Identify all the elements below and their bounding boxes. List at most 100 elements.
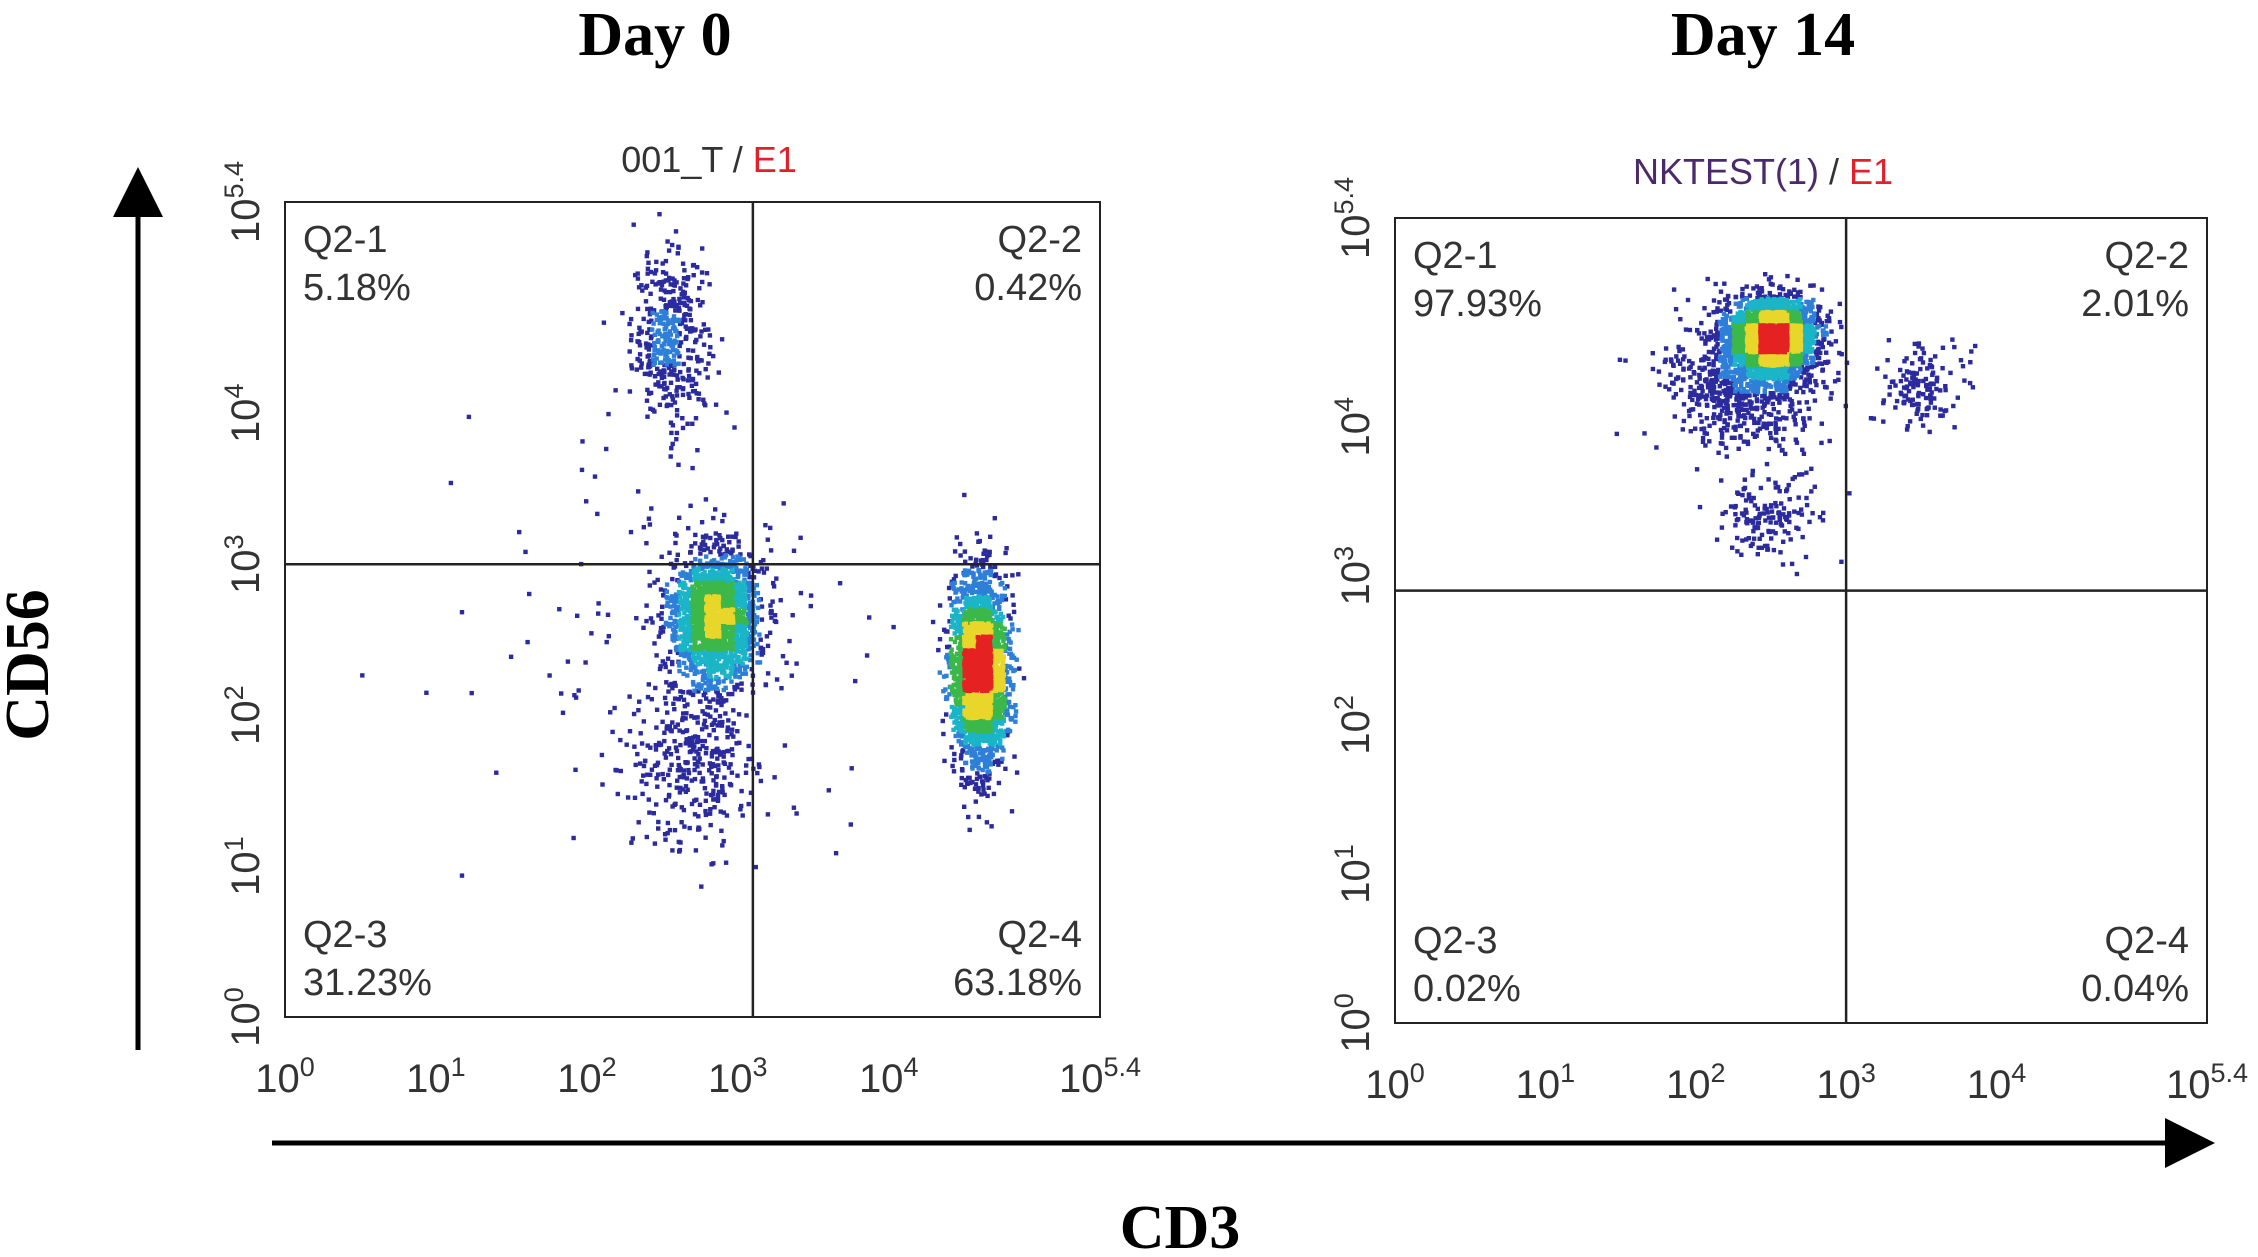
event-dot xyxy=(704,791,709,796)
event-dot xyxy=(652,332,658,337)
event-dot xyxy=(957,715,962,720)
event-dot xyxy=(670,397,676,402)
event-dot xyxy=(584,499,589,504)
event-dot xyxy=(702,718,708,723)
event-dot xyxy=(958,618,963,624)
event-dot xyxy=(778,598,783,603)
event-dot xyxy=(958,673,963,678)
event-dot xyxy=(637,343,643,348)
event-dot xyxy=(645,772,650,777)
event-dot xyxy=(743,601,748,607)
event-dot xyxy=(982,791,987,796)
event-dot xyxy=(719,556,724,561)
event-dot xyxy=(736,539,741,544)
event-dot xyxy=(941,731,946,737)
event-dot xyxy=(677,321,683,327)
event-dot xyxy=(715,597,720,602)
event-dot xyxy=(697,770,702,776)
event-dot xyxy=(966,571,971,576)
event-dot xyxy=(991,662,996,667)
event-dot xyxy=(997,655,1002,660)
event-dot xyxy=(975,596,980,602)
event-dot xyxy=(695,589,700,595)
event-dot xyxy=(700,581,705,586)
event-dot xyxy=(740,597,746,602)
event-dot xyxy=(749,587,754,593)
event-dot xyxy=(703,327,708,332)
event-dot xyxy=(952,706,958,711)
event-dot xyxy=(657,384,662,389)
event-dot xyxy=(953,733,958,739)
event-dot xyxy=(955,596,960,601)
event-dot xyxy=(761,570,767,575)
event-dot xyxy=(703,835,708,840)
event-dot xyxy=(732,425,737,430)
event-dot xyxy=(672,696,678,701)
event-dot xyxy=(631,222,636,227)
event-dot xyxy=(959,740,965,745)
event-dot xyxy=(655,784,660,789)
event-dot xyxy=(633,272,638,278)
event-dot xyxy=(758,637,763,642)
event-dot xyxy=(649,767,655,772)
event-dot xyxy=(962,639,967,644)
event-dot xyxy=(976,785,981,791)
event-dot xyxy=(633,762,638,768)
event-dot xyxy=(715,795,721,800)
event-dot xyxy=(955,721,960,726)
event-dot xyxy=(707,351,712,356)
event-dot xyxy=(654,356,659,361)
event-dot xyxy=(744,572,749,577)
event-dot xyxy=(523,549,528,555)
event-dot xyxy=(722,775,727,780)
event-dot xyxy=(716,370,721,375)
event-dot xyxy=(424,690,429,695)
event-dot xyxy=(986,715,991,720)
event-dot xyxy=(627,349,632,354)
event-dot xyxy=(595,511,600,517)
event-dot xyxy=(698,576,703,581)
event-dot xyxy=(663,798,669,803)
event-dot xyxy=(670,321,676,326)
event-dot xyxy=(701,633,706,639)
event-dot xyxy=(951,616,956,621)
event-dot xyxy=(709,677,714,682)
event-dot xyxy=(684,711,689,716)
event-dot xyxy=(637,699,642,704)
event-dot xyxy=(968,678,973,683)
event-dot xyxy=(690,584,695,589)
event-dot xyxy=(647,360,652,365)
event-dot xyxy=(662,730,667,735)
event-dot xyxy=(658,369,664,375)
event-dot xyxy=(657,360,663,365)
event-dot xyxy=(746,580,751,586)
event-dot xyxy=(1011,655,1017,661)
event-dot xyxy=(976,725,981,731)
event-dot xyxy=(678,300,683,306)
event-dot xyxy=(639,283,644,288)
event-dot xyxy=(979,641,985,646)
event-dot xyxy=(698,657,703,662)
event-dot xyxy=(757,660,763,665)
event-dot xyxy=(764,566,769,571)
event-dot xyxy=(706,669,712,674)
event-dot xyxy=(665,348,670,354)
event-dot xyxy=(596,601,601,606)
event-dot xyxy=(639,741,645,746)
event-dot xyxy=(947,692,952,697)
event-dot xyxy=(741,611,746,616)
event-dot xyxy=(682,610,687,616)
event-dot xyxy=(999,681,1005,686)
event-dot xyxy=(706,581,712,586)
event-dot xyxy=(731,591,736,596)
event-dot xyxy=(688,637,693,642)
event-dot xyxy=(730,691,735,697)
event-dot xyxy=(696,391,702,396)
event-dot xyxy=(947,619,952,624)
event-dot xyxy=(990,638,996,643)
event-dot xyxy=(680,787,685,792)
event-dot xyxy=(849,766,854,771)
event-dot xyxy=(672,340,677,346)
event-dot xyxy=(985,721,990,727)
event-dot xyxy=(964,750,970,755)
